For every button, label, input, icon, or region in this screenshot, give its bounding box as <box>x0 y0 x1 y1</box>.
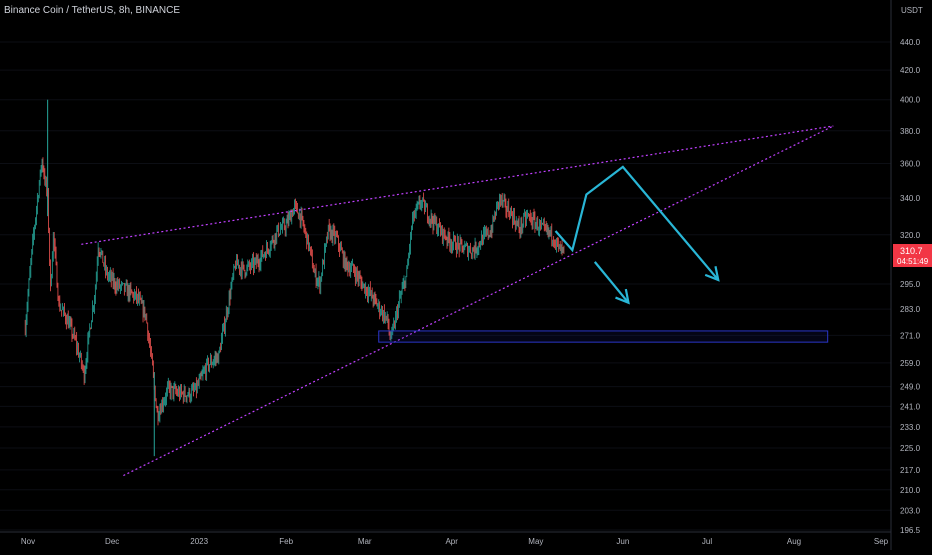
price-tick-label: 196.5 <box>900 526 921 535</box>
price-tick-label: 249.0 <box>900 383 921 392</box>
time-tick-label: Mar <box>358 537 372 546</box>
price-tick-label: 295.0 <box>900 280 921 289</box>
price-tick-label: 420.0 <box>900 66 921 75</box>
time-tick-label: Apr <box>445 537 458 546</box>
grid-layer <box>0 41 891 531</box>
support-zone <box>378 330 829 343</box>
price-tick-label: 360.0 <box>900 159 921 168</box>
time-tick-label: Dec <box>105 537 119 546</box>
price-tick-label: 217.0 <box>900 466 921 475</box>
price-tick-label: 233.0 <box>900 423 921 432</box>
last-price-tag: 310.7 04:51:49 <box>893 244 932 267</box>
lower-trendline <box>123 125 834 477</box>
time-tick-label: May <box>528 537 543 546</box>
drawing-layer <box>81 125 834 477</box>
price-tick-label: 203.0 <box>900 506 921 515</box>
price-tick-label: 283.0 <box>900 305 921 314</box>
time-axis: Nov Dec 2023 Feb Mar Apr May Jun Jul Aug Sep <box>21 537 889 546</box>
currency-label: USDT <box>901 6 923 15</box>
time-tick-label: Aug <box>787 537 801 546</box>
projection-arrow-1 <box>554 165 720 281</box>
arrow-head <box>704 265 720 282</box>
price-tick-label: 210.0 <box>900 486 921 495</box>
price-tick-label: 225.0 <box>900 444 921 453</box>
time-tick-label: Sep <box>874 537 889 546</box>
projection-arrow-2 <box>593 261 630 304</box>
price-tick-label: 380.0 <box>900 127 921 136</box>
price-axis: 440.0 420.0 400.0 380.0 360.0 340.0 320.0 295.0… <box>900 38 921 535</box>
upper-trendline <box>81 125 834 245</box>
last-price-value: 310.7 <box>900 246 923 256</box>
price-tick-label: 400.0 <box>900 96 921 105</box>
time-tick-label: Feb <box>279 537 293 546</box>
time-tick-label: Jul <box>702 537 712 546</box>
price-tick-label: 340.0 <box>900 194 921 203</box>
price-tick-label: 320.0 <box>900 231 921 240</box>
price-tick-label: 259.0 <box>900 359 921 368</box>
time-tick-label: Nov <box>21 537 35 546</box>
price-tick-label: 241.0 <box>900 402 921 411</box>
price-tick-label: 271.0 <box>900 331 921 340</box>
time-tick-label: 2023 <box>190 537 208 546</box>
time-tick-label: Jun <box>616 537 629 546</box>
candle-layer <box>24 99 565 457</box>
countdown-timer: 04:51:49 <box>897 257 929 266</box>
price-tick-label: 440.0 <box>900 38 921 47</box>
arrow-head <box>615 288 630 305</box>
chart-title: Binance Coin / TetherUS, 8h, BINANCE <box>4 5 181 16</box>
